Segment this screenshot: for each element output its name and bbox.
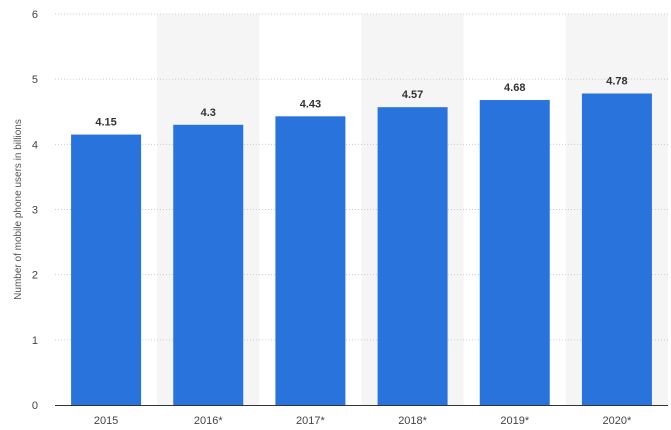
bars <box>71 93 652 406</box>
bar <box>581 93 652 406</box>
y-tick-label: 0 <box>32 400 38 412</box>
data-label: 4.68 <box>504 82 525 94</box>
bar <box>173 124 244 406</box>
x-tick-label: 2015 <box>94 415 118 427</box>
data-label: 4.57 <box>402 89 423 101</box>
bar <box>275 116 346 405</box>
y-tick-label: 4 <box>32 139 38 151</box>
x-tick-label: 2020* <box>603 415 632 427</box>
data-label: 4.78 <box>606 76 627 88</box>
bar <box>377 107 448 406</box>
x-tick-label: 2017* <box>296 415 325 427</box>
y-axis-title: Number of mobile phone users in billions <box>13 119 24 300</box>
y-tick-label: 1 <box>32 335 38 347</box>
data-labels: 4.15 4.3 4.43 4.57 4.68 4.78 <box>95 76 627 129</box>
gridlines <box>55 13 668 341</box>
y-tick-label: 5 <box>32 74 38 86</box>
bar <box>479 100 550 406</box>
x-tick-label: 2019* <box>500 415 529 427</box>
x-tick-label: 2016* <box>194 415 223 427</box>
y-tick-label: 3 <box>32 205 38 217</box>
y-tick-label: 6 <box>32 9 38 21</box>
x-tick-label: 2018* <box>398 415 427 427</box>
data-label: 4.15 <box>95 117 116 129</box>
y-tick-label: 2 <box>32 270 38 282</box>
data-label: 4.43 <box>300 98 321 110</box>
x-axis-ticks: 2015 2016* 2017* 2018* 2019* 2020* <box>94 415 632 427</box>
y-axis-ticks: 0 1 2 3 4 5 6 <box>32 9 38 412</box>
data-label: 4.3 <box>201 107 216 119</box>
bar <box>71 134 142 405</box>
